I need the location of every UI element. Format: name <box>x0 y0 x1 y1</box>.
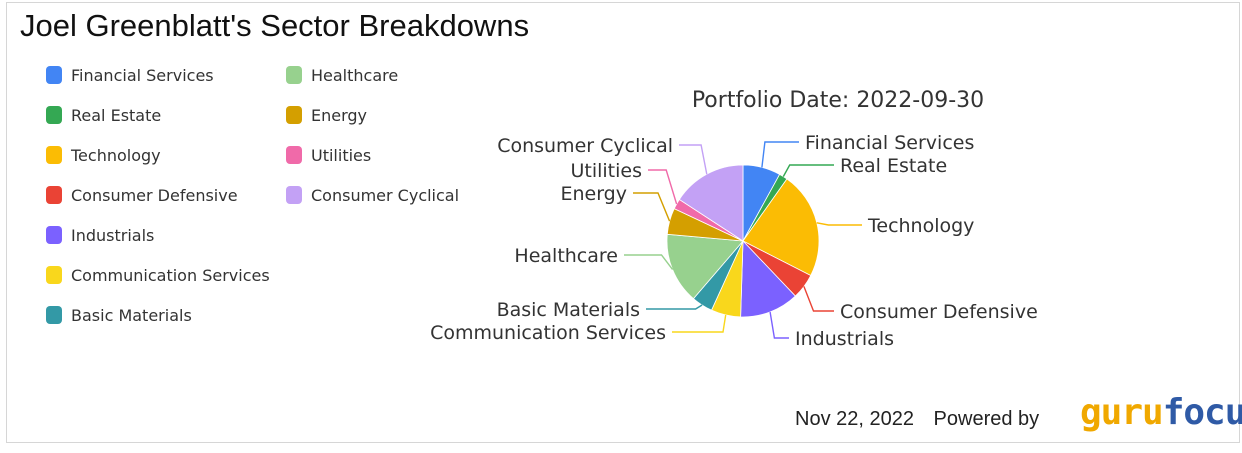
legend-swatch <box>46 266 62 284</box>
leader-line-basic-materials <box>646 304 703 310</box>
legend-swatch <box>46 306 62 324</box>
slice-label-utilities: Utilities <box>570 160 642 182</box>
powered-by-text: Powered by <box>933 408 1040 430</box>
footer-date: Nov 22, 2022 <box>795 408 914 430</box>
legend-swatch <box>46 66 62 84</box>
slice-label-consumer-cyclical: Consumer Cyclical <box>497 135 673 157</box>
page-title: Joel Greenblatt's Sector Breakdowns <box>20 8 530 43</box>
legend-label: Consumer Cyclical <box>311 185 460 205</box>
leader-line-utilities <box>648 169 678 205</box>
legend-label: Utilities <box>311 145 372 165</box>
legend-item-basic-materials[interactable]: Basic Materials <box>46 304 192 326</box>
leader-line-financial-services <box>761 141 799 168</box>
legend-item-consumer-defensive[interactable]: Consumer Defensive <box>46 184 238 206</box>
slice-label-healthcare: Healthcare <box>514 245 618 267</box>
legend-item-industrials[interactable]: Industrials <box>46 224 154 246</box>
slice-label-real-estate: Real Estate <box>840 155 947 177</box>
slice-label-communication-services: Communication Services <box>430 322 666 344</box>
legend-swatch <box>46 186 62 204</box>
legend-label: Industrials <box>71 225 155 245</box>
legend-label: Energy <box>311 105 368 125</box>
legend-label: Real Estate <box>71 105 162 125</box>
legend-item-real-estate[interactable]: Real Estate <box>46 104 161 126</box>
leader-line-industrials <box>769 311 789 339</box>
legend-item-technology[interactable]: Technology <box>46 144 161 166</box>
slice-label-technology: Technology <box>867 215 974 237</box>
legend-swatch <box>286 66 302 84</box>
leader-line-healthcare <box>624 254 674 271</box>
leader-line-real-estate <box>782 164 834 177</box>
leader-line-consumer-defensive <box>803 286 834 312</box>
legend-label: Technology <box>71 145 161 165</box>
legend-swatch <box>286 146 302 164</box>
legend-label: Healthcare <box>311 65 399 85</box>
slice-label-industrials: Industrials <box>795 328 894 350</box>
legend-item-consumer-cyclical[interactable]: Consumer Cyclical <box>286 184 459 206</box>
leader-line-consumer-cyclical <box>679 144 708 175</box>
leader-line-technology <box>816 222 862 226</box>
pie-slice-industrials[interactable] <box>740 240 796 318</box>
legend-swatch <box>46 106 62 124</box>
legend-item-energy[interactable]: Energy <box>286 104 367 126</box>
legend-item-utilities[interactable]: Utilities <box>286 144 371 166</box>
chart-title: Portfolio Date: 2022-09-30 <box>692 88 984 113</box>
slice-label-financial-services: Financial Services <box>805 132 974 154</box>
leader-line-communication-services <box>672 314 727 333</box>
legend-item-healthcare[interactable]: Healthcare <box>286 64 398 86</box>
leader-line-energy <box>633 192 671 222</box>
legend-swatch <box>286 106 302 124</box>
gurufocus-logo[interactable]: gurufocus <box>1080 392 1242 433</box>
pie-slice-consumer-cyclical[interactable] <box>678 164 744 242</box>
pie-slice-technology[interactable] <box>742 178 820 277</box>
footer: Nov 22, 2022 Powered by <box>795 408 1039 431</box>
chart-legend: Financial Services Real Estate Technology C… <box>46 64 486 344</box>
legend-item-communication-services[interactable]: Communication Services <box>46 264 270 286</box>
pie-slice-healthcare[interactable] <box>666 233 744 300</box>
legend-label: Communication Services <box>71 265 270 285</box>
slice-label-consumer-defensive: Consumer Defensive <box>840 301 1038 323</box>
chart-frame <box>6 2 1240 443</box>
legend-label: Basic Materials <box>71 305 192 325</box>
legend-swatch <box>286 186 302 204</box>
logo-guru: guru <box>1080 392 1164 433</box>
legend-item-financial-services[interactable]: Financial Services <box>46 64 214 86</box>
legend-swatch <box>46 146 62 164</box>
slice-label-basic-materials: Basic Materials <box>497 299 640 321</box>
legend-swatch <box>46 226 62 244</box>
legend-label: Financial Services <box>71 65 214 85</box>
legend-label: Consumer Defensive <box>71 185 238 205</box>
slice-label-energy: Energy <box>560 183 627 205</box>
logo-focus: focus <box>1162 392 1242 433</box>
